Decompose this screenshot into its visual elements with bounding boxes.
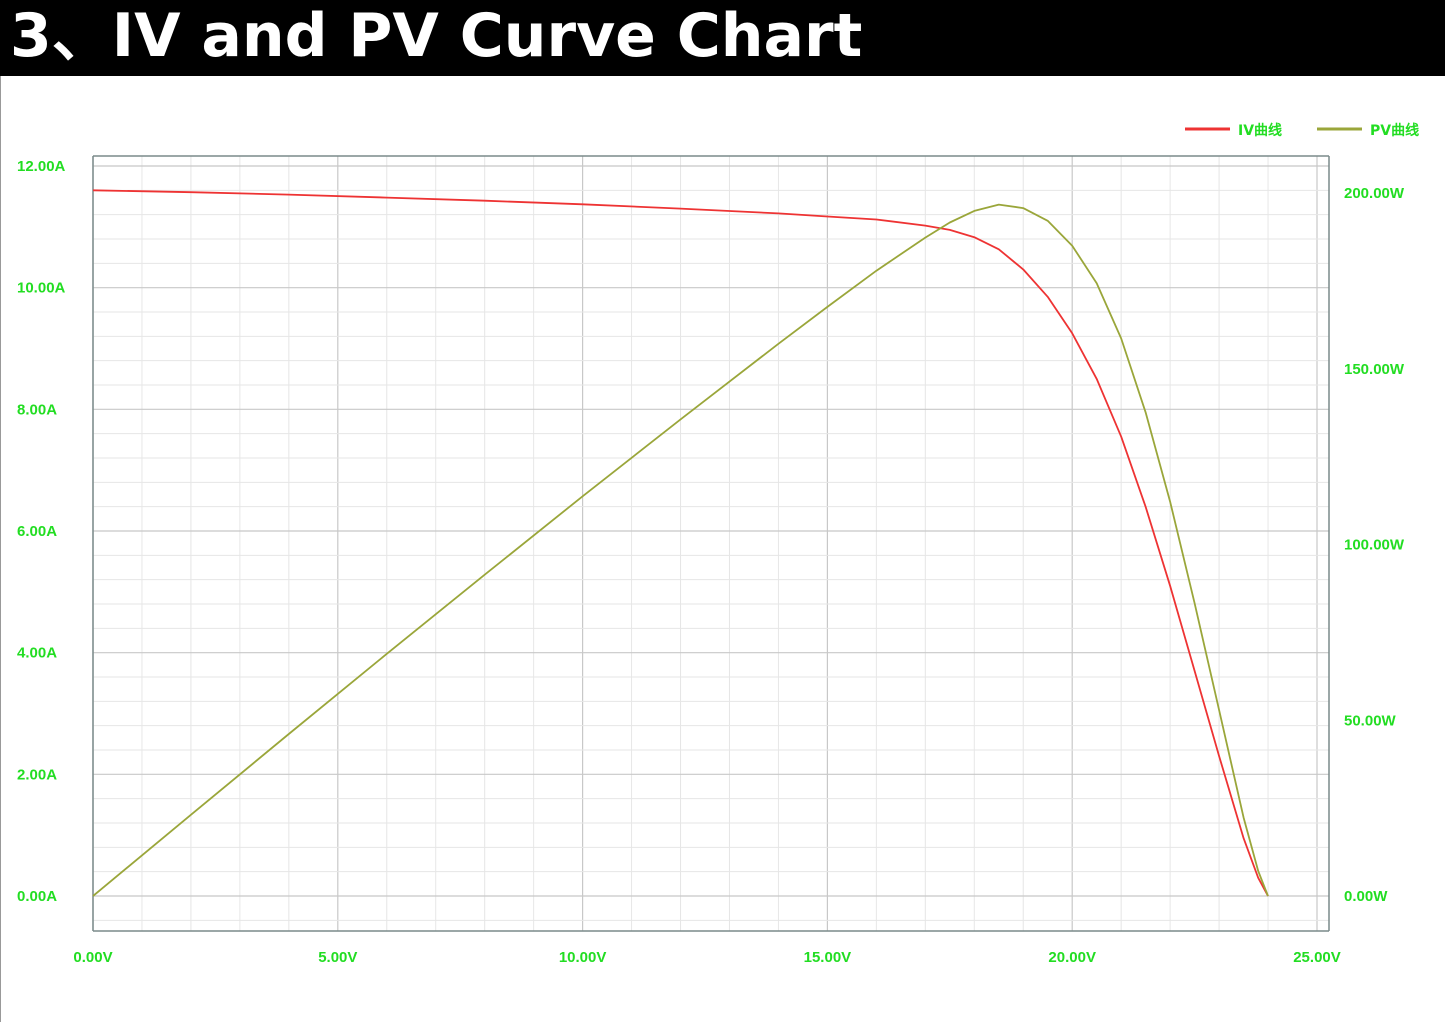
- y-left-tick-label: 4.00A: [17, 645, 57, 662]
- y-left-tick-label: 12.00A: [17, 158, 66, 175]
- y-right-tick-label: 0.00W: [1344, 888, 1388, 905]
- legend-label: PV曲线: [1370, 122, 1419, 139]
- iv-curve-line: [92, 189, 1269, 897]
- legend-label: IV曲线: [1238, 122, 1282, 139]
- y-left-tick-label: 10.00A: [17, 280, 66, 297]
- pv-curve-line: [92, 203, 1269, 897]
- x-tick-label: 15.00V: [804, 949, 852, 966]
- y-left-tick-label: 0.00A: [17, 888, 57, 905]
- x-tick-label: 10.00V: [559, 949, 607, 966]
- y-left-tick-label: 2.00A: [17, 766, 57, 783]
- y-right-tick-label: 150.00W: [1344, 361, 1405, 378]
- y-right-tick-label: 50.00W: [1344, 712, 1397, 729]
- x-tick-label: 25.00V: [1293, 949, 1341, 966]
- x-tick-label: 0.00V: [73, 949, 112, 966]
- x-tick-label: 5.00V: [318, 949, 357, 966]
- y-right-tick-label: 100.00W: [1344, 537, 1405, 554]
- x-tick-label: 20.00V: [1048, 949, 1096, 966]
- y-left-tick-label: 6.00A: [17, 523, 57, 540]
- y-left-tick-label: 8.00A: [17, 401, 57, 418]
- page-title: 3、IV and PV Curve Chart: [10, 1, 863, 71]
- iv-pv-chart: 0.00A 2.00A 4.00A 6.00A 8.00A 10.00A 12.00A 0.0…: [17, 122, 1419, 966]
- frame-left-border: [0, 76, 1, 1022]
- y-right-tick-label: 200.00W: [1344, 185, 1405, 202]
- title-bar: 3、IV and PV Curve Chart: [0, 0, 1445, 76]
